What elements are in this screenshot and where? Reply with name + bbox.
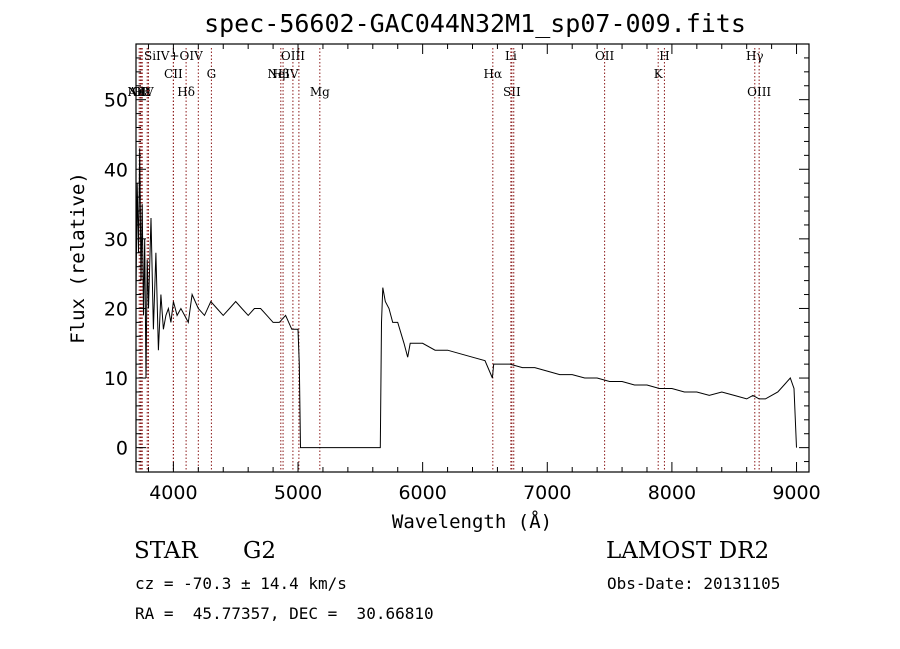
x-tick-label: 8000 — [648, 482, 696, 504]
coordinates: RA = 45.77357, DEC = 30.66810 — [135, 604, 434, 623]
y-tick-label: 0 — [116, 438, 128, 460]
spectral-line-label: OIII — [747, 85, 771, 99]
spectral-line-label: OIII — [281, 49, 305, 63]
object-class: STAR — [134, 538, 198, 564]
spectral-line-label: H — [659, 49, 669, 63]
x-axis-label: Wavelength (Å) — [392, 510, 552, 533]
x-tick-label: 5000 — [274, 482, 322, 504]
y-axis: 0 10 20 30 40 50 — [104, 57, 809, 463]
spectral-line-label: Hγ — [746, 49, 764, 63]
spectral-line-label: OII — [595, 49, 615, 63]
spectral-line-label: SiIV+OIV — [144, 49, 203, 63]
spectral-line-label: Li — [505, 49, 517, 63]
spectral-line-label: OII — [132, 85, 152, 99]
spectral-line-label: Hα — [484, 67, 503, 81]
spectral-line-label: SII — [503, 85, 521, 99]
spectral-line-label: Hδ — [177, 85, 195, 99]
survey-name: LAMOST DR2 — [606, 538, 770, 564]
observation-date: Obs-Date: 20131105 — [607, 574, 781, 593]
x-tick-label: 6000 — [398, 482, 446, 504]
y-tick-label: 50 — [104, 90, 128, 112]
spectral-line-label: Hε — [134, 85, 151, 99]
x-tick-label: 4000 — [149, 482, 197, 504]
spectrum-series-line — [135, 148, 797, 449]
x-axis: 4000 5000 6000 7000 8000 9000 — [147, 44, 821, 504]
y-tick-label: 30 — [104, 229, 128, 251]
spectral-line-label: G — [207, 67, 217, 81]
redshift-velocity: cz = -70.3 ± 14.4 km/s — [135, 574, 347, 593]
y-tick-label: 40 — [104, 159, 128, 181]
x-tick-label: 7000 — [523, 482, 571, 504]
spectral-line-label: Mg — [310, 85, 330, 99]
spectral-line-label: K — [654, 67, 664, 81]
y-axis-label: Flux (relative) — [67, 172, 89, 344]
y-tick-label: 10 — [104, 368, 128, 390]
spectral-line-label: Hβ — [272, 67, 289, 81]
chart-title: spec-56602-GAC044N32M1_sp07-009.fits — [204, 9, 746, 38]
object-subclass: G2 — [243, 538, 277, 564]
spectral-line-label: AlII — [127, 85, 150, 99]
y-tick-label: 20 — [104, 298, 128, 320]
spectral-line-label: NeV — [127, 85, 154, 99]
plot-frame — [135, 43, 810, 473]
spectral-line-label: NeIV — [268, 67, 299, 81]
x-tick-label: 9000 — [772, 482, 820, 504]
